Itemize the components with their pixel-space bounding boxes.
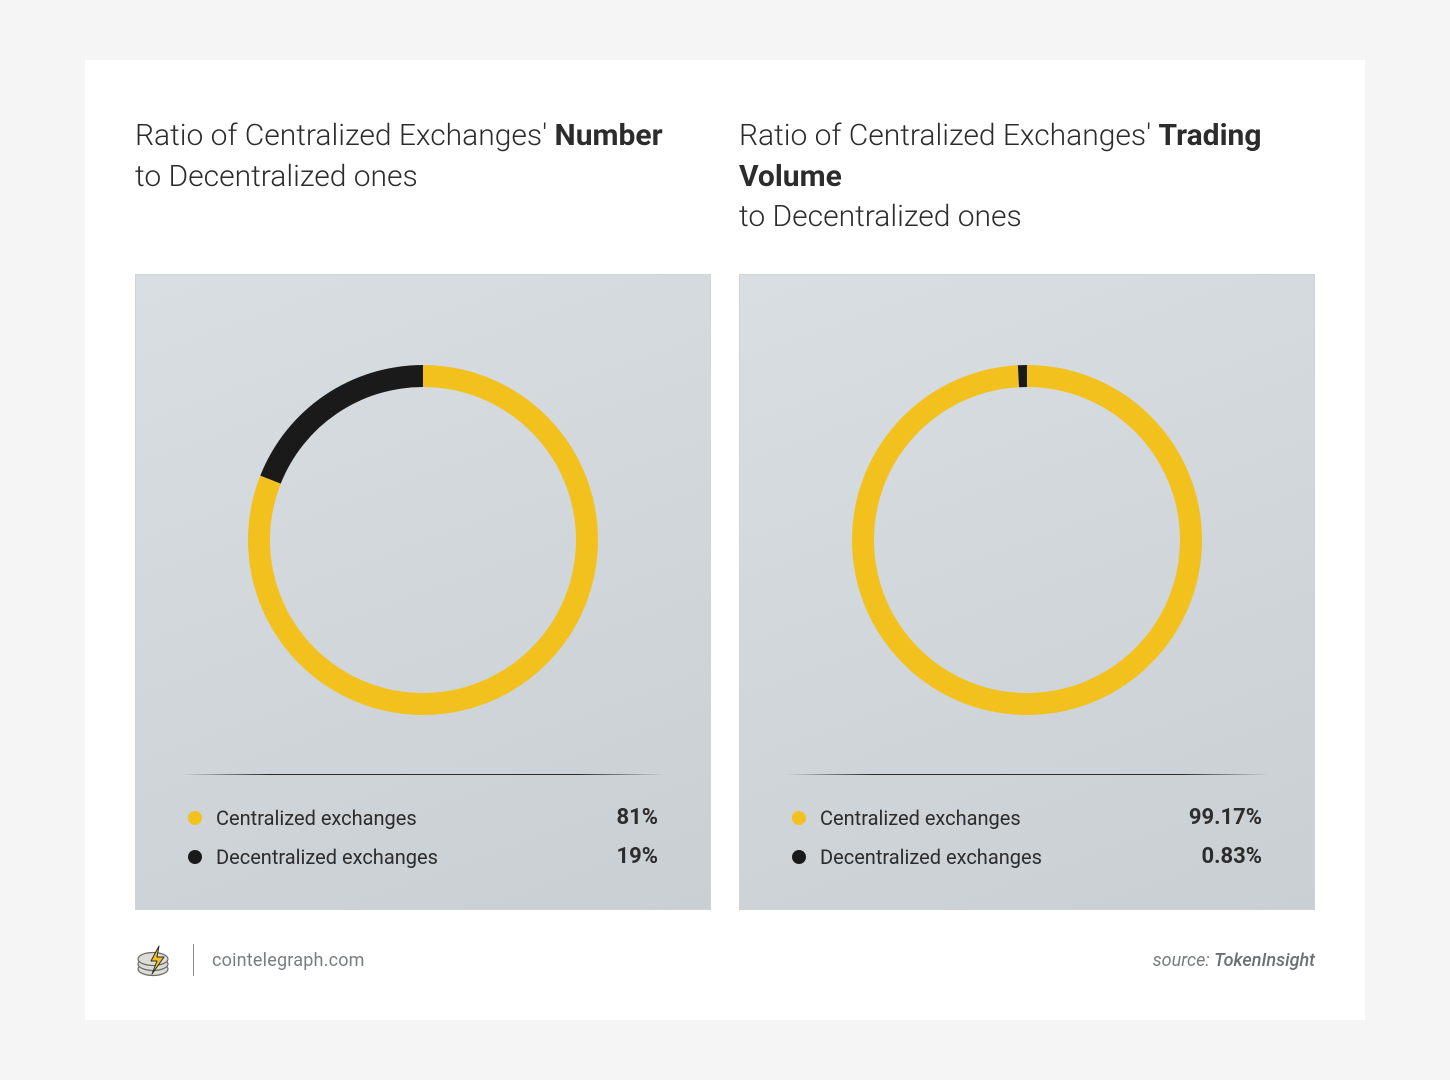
- panel-title-number: Ratio of Centralized Exchanges' Number t…: [135, 116, 711, 246]
- legend-value: 81%: [616, 805, 658, 830]
- panel-volume: Ratio of Centralized Exchanges' Trading …: [739, 116, 1315, 910]
- legend-dot: [188, 850, 202, 864]
- brand-divider: [193, 944, 194, 976]
- panel-title-volume: Ratio of Centralized Exchanges' Trading …: [739, 116, 1315, 246]
- legend-value: 19%: [616, 844, 658, 869]
- legend-value: 0.83%: [1201, 844, 1262, 869]
- charts-row: Ratio of Centralized Exchanges' Number t…: [135, 116, 1315, 910]
- legend-value: 99.17%: [1189, 805, 1262, 830]
- card-volume: Centralized exchanges 99.17% Decentraliz…: [739, 274, 1315, 910]
- legend-label: Decentralized exchanges: [216, 845, 438, 869]
- source-prefix: source:: [1153, 950, 1214, 971]
- brand-text: cointelegraph.com: [212, 950, 365, 971]
- legend-label: Decentralized exchanges: [820, 845, 1042, 869]
- donut-slice: [260, 365, 423, 484]
- donut-slice: [1018, 365, 1027, 387]
- donut-zone: [780, 315, 1274, 764]
- page: Ratio of Centralized Exchanges' Number t…: [85, 60, 1365, 1020]
- footer: cointelegraph.com source: TokenInsight: [135, 940, 1315, 980]
- brand: cointelegraph.com: [135, 940, 365, 980]
- legend-label: Centralized exchanges: [820, 806, 1021, 830]
- legend-dot: [792, 811, 806, 825]
- divider: [786, 774, 1268, 775]
- source-name: TokenInsight: [1214, 950, 1315, 971]
- legend-row: Decentralized exchanges 0.83%: [792, 844, 1262, 869]
- donut-slice: [852, 365, 1202, 715]
- legend-row: Centralized exchanges 81%: [188, 805, 658, 830]
- panel-number: Ratio of Centralized Exchanges' Number t…: [135, 116, 711, 910]
- donut-chart-number: [243, 360, 603, 720]
- title-pre: Ratio of Centralized Exchanges': [135, 118, 555, 153]
- legend-volume: Centralized exchanges 99.17% Decentraliz…: [780, 805, 1274, 875]
- title-pre: Ratio of Centralized Exchanges': [739, 118, 1159, 153]
- title-post: to Decentralized ones: [739, 199, 1022, 234]
- source: source: TokenInsight: [1153, 950, 1315, 971]
- title-bold: Number: [555, 118, 663, 153]
- title-post: to Decentralized ones: [135, 159, 418, 194]
- donut-chart-volume: [847, 360, 1207, 720]
- donut-zone: [176, 315, 670, 764]
- legend-label: Centralized exchanges: [216, 806, 417, 830]
- legend-dot: [792, 850, 806, 864]
- legend-dot: [188, 811, 202, 825]
- card-number: Centralized exchanges 81% Decentralized …: [135, 274, 711, 910]
- divider: [182, 774, 664, 775]
- legend-row: Decentralized exchanges 19%: [188, 844, 658, 869]
- cointelegraph-logo-icon: [135, 940, 175, 980]
- legend-number: Centralized exchanges 81% Decentralized …: [176, 805, 670, 875]
- legend-row: Centralized exchanges 99.17%: [792, 805, 1262, 830]
